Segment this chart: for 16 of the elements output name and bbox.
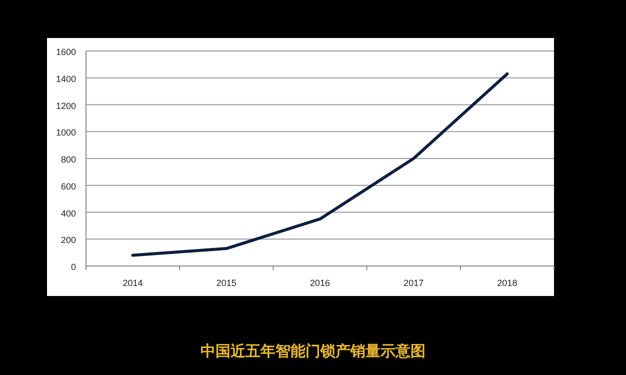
- line-series: [131, 72, 509, 257]
- y-tick-label: 1200: [56, 100, 76, 111]
- y-tick-label: 0: [70, 262, 76, 272]
- y-tick-label: 1600: [56, 47, 76, 57]
- y-tick-label: 400: [60, 208, 76, 218]
- y-tick-label: 1000: [56, 128, 76, 138]
- y-tick-label: 800: [60, 154, 76, 164]
- x-tick-label: 2014: [122, 278, 143, 288]
- x-tick-label: 2017: [404, 278, 424, 288]
- y-tick-label: 200: [60, 235, 76, 246]
- y-tick-label: 1400: [56, 74, 76, 84]
- y-tick-label: 600: [60, 181, 76, 192]
- x-tick-label: 2015: [216, 278, 236, 288]
- text: 中国近五年智能门锁产销量示意图: [200, 342, 426, 360]
- x-tick-label: 2018: [497, 278, 518, 288]
- x-tick-label: 2016: [310, 278, 330, 288]
